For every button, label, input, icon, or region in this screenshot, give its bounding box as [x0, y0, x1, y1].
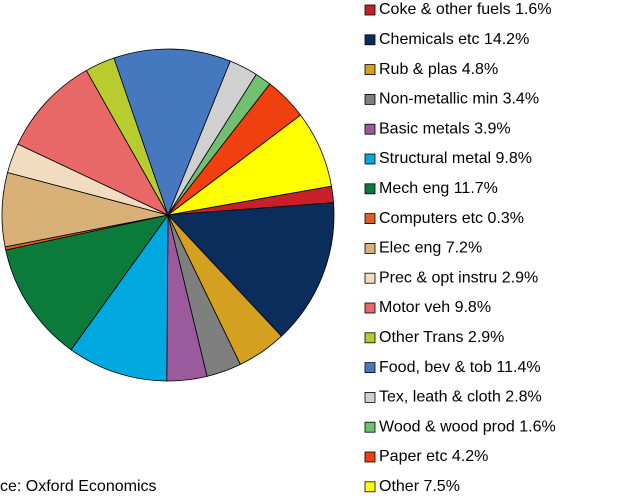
- legend-swatch: [364, 481, 376, 493]
- legend-swatch: [364, 153, 376, 165]
- legend-swatch: [364, 4, 376, 16]
- legend-swatch: [364, 183, 376, 195]
- legend-label: Computers etc 0.3%: [379, 210, 524, 227]
- legend-label: Elec eng 7.2%: [379, 240, 482, 257]
- legend-label: Paper etc 4.2%: [379, 448, 488, 465]
- legend-label: Chemicals etc 14.2%: [379, 31, 529, 48]
- pie-slice: [167, 202, 335, 337]
- legend-label: Other 7.5%: [379, 478, 460, 495]
- legend-swatch: [364, 421, 376, 433]
- legend-swatch: [364, 213, 376, 225]
- legend-label: Mech eng 11.7%: [379, 180, 498, 197]
- legend-swatch: [364, 362, 376, 374]
- legend-label: Rub & plas 4.8%: [379, 61, 498, 78]
- legend-swatch: [364, 451, 376, 463]
- legend-swatch: [364, 34, 376, 46]
- legend-swatch: [364, 242, 376, 254]
- pie-slice: [70, 213, 169, 382]
- legend-label: Tex, leath & cloth 2.8%: [379, 389, 542, 406]
- legend-label: Prec & opt instru 2.9%: [379, 269, 538, 286]
- legend-label: Wood & wood prod 1.6%: [379, 418, 556, 435]
- legend-label: Food, bev & tob 11.4%: [379, 359, 541, 376]
- legend-swatch: [364, 64, 376, 75]
- pie-slice: [5, 214, 169, 351]
- legend-label: Non-metallic min 3.4%: [379, 91, 539, 108]
- legend-label: Structural metal 9.8%: [379, 150, 532, 167]
- legend-label: Basic metals 3.9%: [379, 120, 511, 137]
- legend-label: Coke & other fuels 1.6%: [379, 1, 552, 18]
- pie-slice: [113, 48, 231, 217]
- legend-swatch: [364, 94, 376, 105]
- legend-swatch: [364, 391, 376, 403]
- legend-label: Other Trans 2.9%: [379, 329, 504, 346]
- legend-swatch: [364, 302, 376, 314]
- pie-slice: [17, 69, 169, 216]
- pie-slice: [167, 114, 332, 216]
- legend-label: Motor veh 9.8%: [379, 299, 491, 316]
- legend-swatch: [364, 332, 376, 344]
- source-note: ce: Oxford Economics: [0, 478, 157, 495]
- legend-swatch: [364, 272, 376, 284]
- legend-swatch: [364, 123, 376, 135]
